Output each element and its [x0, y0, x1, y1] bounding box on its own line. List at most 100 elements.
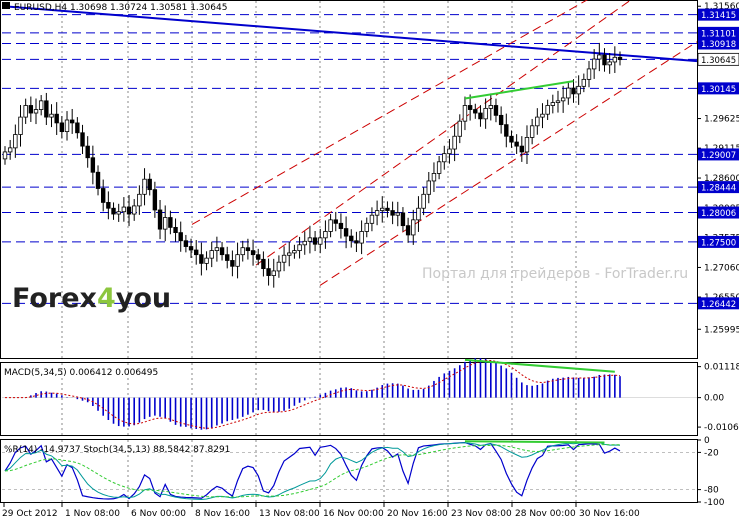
candle-body[interactable]	[85, 145, 90, 159]
candle-body[interactable]	[214, 247, 220, 252]
candle-body[interactable]	[194, 249, 199, 256]
candle-body[interactable]	[369, 214, 375, 224]
candle-body[interactable]	[33, 109, 39, 114]
candle-body[interactable]	[617, 56, 623, 61]
candle-body[interactable]	[64, 119, 70, 133]
candle-body[interactable]	[364, 222, 369, 232]
candle-body[interactable]	[152, 189, 158, 211]
candle-body[interactable]	[431, 173, 437, 182]
candle-body[interactable]	[126, 206, 132, 215]
candle-body[interactable]	[421, 193, 426, 209]
candle-body[interactable]	[338, 222, 344, 229]
candle-body[interactable]	[591, 58, 597, 70]
candle-body[interactable]	[183, 240, 189, 247]
candle-body[interactable]	[545, 105, 550, 115]
candle-body[interactable]	[13, 134, 18, 149]
candle-body[interactable]	[498, 114, 504, 126]
candle-body[interactable]	[137, 193, 142, 207]
candle-body[interactable]	[121, 206, 127, 213]
candle-body[interactable]	[312, 237, 318, 245]
candle-body[interactable]	[540, 113, 545, 118]
candle-body[interactable]	[447, 148, 452, 155]
candle-body[interactable]	[54, 113, 59, 124]
candle-body[interactable]	[473, 109, 478, 114]
candle-body[interactable]	[524, 137, 530, 153]
price-divergence-line[interactable]	[464, 80, 574, 100]
candle-body[interactable]	[240, 247, 245, 256]
candle-body[interactable]	[405, 225, 411, 236]
candle-body[interactable]	[343, 228, 349, 237]
candle-body[interactable]	[204, 257, 209, 264]
candle-body[interactable]	[235, 254, 240, 267]
candle-body[interactable]	[106, 202, 111, 209]
candle-body[interactable]	[225, 254, 230, 261]
channel-line[interactable]	[255, 0, 697, 266]
candle-body[interactable]	[38, 100, 44, 110]
candle-body[interactable]	[529, 125, 535, 138]
candle-body[interactable]	[297, 244, 302, 252]
candle-body[interactable]	[173, 226, 178, 234]
candle-body[interactable]	[555, 100, 561, 103]
candle-body[interactable]	[349, 235, 354, 242]
candle-body[interactable]	[188, 246, 194, 251]
candle-body[interactable]	[69, 119, 75, 124]
candle-body[interactable]	[266, 268, 271, 276]
candle-body[interactable]	[426, 180, 431, 195]
candle-body[interactable]	[519, 145, 525, 153]
candle-body[interactable]	[411, 219, 416, 236]
candle-body[interactable]	[95, 171, 101, 189]
candle-body[interactable]	[374, 210, 380, 216]
candle-body[interactable]	[261, 258, 266, 270]
candle-body[interactable]	[416, 207, 421, 221]
candle-body[interactable]	[44, 100, 49, 118]
candle-body[interactable]	[602, 54, 607, 66]
candle-body[interactable]	[333, 219, 338, 224]
candle-body[interactable]	[395, 212, 400, 216]
candle-body[interactable]	[612, 56, 618, 63]
candle-body[interactable]	[462, 105, 468, 122]
candle-body[interactable]	[287, 252, 292, 256]
candle-body[interactable]	[566, 87, 571, 99]
candle-body[interactable]	[359, 231, 364, 244]
candle-body[interactable]	[132, 205, 137, 215]
candle-body[interactable]	[281, 254, 287, 263]
candle-body[interactable]	[467, 105, 473, 110]
candle-body[interactable]	[328, 219, 333, 232]
candle-body[interactable]	[80, 132, 85, 147]
candle-body[interactable]	[390, 210, 395, 216]
candle-body[interactable]	[318, 237, 323, 245]
candle-body[interactable]	[380, 207, 385, 211]
candle-body[interactable]	[436, 161, 442, 174]
candle-body[interactable]	[157, 209, 163, 230]
candle-body[interactable]	[2, 151, 8, 160]
candle-body[interactable]	[597, 54, 602, 60]
candle-body[interactable]	[560, 97, 566, 102]
candle-body[interactable]	[307, 237, 313, 242]
candle-body[interactable]	[271, 270, 276, 276]
candle-body[interactable]	[509, 135, 514, 143]
candle-body[interactable]	[90, 157, 96, 173]
candle-body[interactable]	[116, 211, 121, 215]
candle-body[interactable]	[354, 240, 359, 244]
candle-body[interactable]	[550, 102, 556, 106]
candle-body[interactable]	[18, 116, 23, 135]
candle-body[interactable]	[256, 254, 261, 260]
channel-line[interactable]	[191, 0, 697, 225]
candle-body[interactable]	[586, 68, 592, 80]
candle-body[interactable]	[168, 217, 173, 228]
candlesticks[interactable]	[2, 42, 623, 288]
candle-body[interactable]	[147, 178, 152, 191]
candle-body[interactable]	[514, 141, 519, 147]
candle-body[interactable]	[23, 105, 28, 118]
trend-line-segment[interactable]	[9, 5, 698, 63]
candle-body[interactable]	[571, 87, 576, 95]
candle-body[interactable]	[483, 107, 488, 120]
candle-body[interactable]	[276, 261, 282, 272]
candle-body[interactable]	[442, 153, 447, 163]
candle-body[interactable]	[59, 122, 65, 133]
candle-body[interactable]	[199, 254, 204, 264]
candle-body[interactable]	[576, 85, 581, 95]
candle-body[interactable]	[230, 260, 235, 267]
candle-body[interactable]	[493, 105, 499, 116]
candle-body[interactable]	[581, 78, 587, 87]
